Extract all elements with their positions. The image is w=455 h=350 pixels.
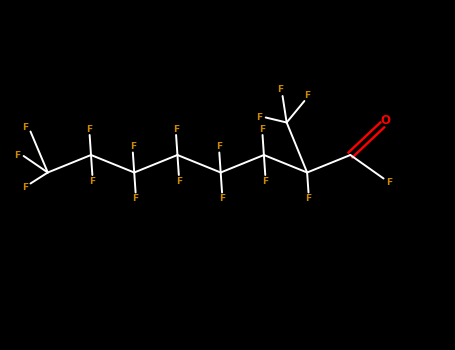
Text: F: F	[304, 91, 310, 99]
Text: F: F	[130, 142, 136, 151]
Text: F: F	[14, 150, 20, 160]
Text: F: F	[176, 176, 182, 186]
Text: F: F	[132, 194, 139, 203]
Text: F: F	[216, 142, 222, 151]
Text: F: F	[262, 176, 268, 186]
Text: F: F	[89, 176, 96, 186]
Text: F: F	[386, 178, 392, 187]
Text: F: F	[22, 123, 28, 132]
Text: F: F	[86, 125, 93, 133]
Text: F: F	[256, 113, 263, 122]
Text: F: F	[173, 125, 179, 133]
Text: F: F	[22, 183, 28, 192]
Text: F: F	[259, 125, 266, 133]
Text: O: O	[381, 113, 391, 126]
Text: F: F	[277, 85, 283, 94]
Text: F: F	[219, 194, 225, 203]
Text: F: F	[305, 194, 312, 203]
